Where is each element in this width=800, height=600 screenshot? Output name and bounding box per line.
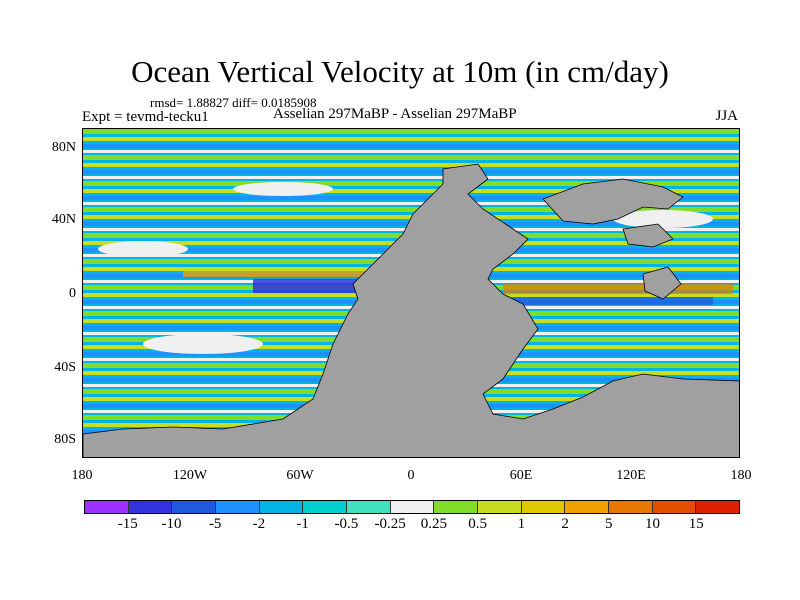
equatorial-upwelling-band xyxy=(183,271,383,277)
eastern-upwelling-band xyxy=(503,284,733,294)
colorbar-label: -5 xyxy=(208,516,222,532)
pangaea-landmass xyxy=(83,163,739,457)
x-tick-label: 180 xyxy=(730,468,752,483)
colorbar-label: -0.5 xyxy=(334,516,359,532)
colorbar-label: 0.25 xyxy=(420,516,447,532)
x-tick-label: 60E xyxy=(509,468,533,483)
colorbar-swatch xyxy=(565,501,610,513)
colorbar-label: 5 xyxy=(605,516,613,532)
rmsd-diff-stats: rmsd= 1.88827 diff= 0.0185908 xyxy=(150,95,317,110)
y-tick-label: 40N xyxy=(51,212,76,227)
colorbar-label: -10 xyxy=(161,516,182,532)
y-tick-label: 40S xyxy=(54,360,76,375)
colorbar-swatch xyxy=(85,501,129,513)
colorbar-swatch xyxy=(347,501,391,513)
x-tick-label: 60W xyxy=(286,468,314,483)
neutral-patch xyxy=(613,210,713,228)
eastern-island xyxy=(622,223,674,248)
eastern-downwelling-band xyxy=(513,297,713,305)
colorbar-swatch xyxy=(652,501,697,513)
colorbar xyxy=(84,500,740,514)
colorbar-label: -1 xyxy=(296,516,309,532)
colorbar-label: 2 xyxy=(561,516,569,532)
colorbar-label: -2 xyxy=(252,516,266,532)
x-tick-label: 120E xyxy=(616,468,646,483)
colorbar-swatch xyxy=(259,501,304,513)
map-canvas xyxy=(83,129,739,457)
northeast-landmass xyxy=(542,178,684,225)
neutral-patch xyxy=(143,334,263,354)
colorbar-swatch xyxy=(434,501,479,513)
colorbar-swatch xyxy=(521,501,566,513)
y-tick-label: 80S xyxy=(54,432,76,447)
season-label: JJA xyxy=(715,108,738,124)
colorbar-label: -15 xyxy=(117,516,138,532)
x-tick-label: 120W xyxy=(172,468,208,483)
experiment-label: Expt = tevmd-tecku1 xyxy=(82,109,209,125)
colorbar-swatch xyxy=(128,501,173,513)
colorbar-label: -0.25 xyxy=(374,516,406,532)
map-panel xyxy=(82,128,740,458)
colorbar-swatch xyxy=(390,501,435,513)
colorbar-swatch xyxy=(696,501,740,513)
colorbar-label: 1 xyxy=(517,516,526,532)
colorbar-label: 15 xyxy=(688,516,704,532)
colorbar-swatch xyxy=(172,501,217,513)
x-tick-label: 180 xyxy=(71,468,93,483)
x-tick-label: 0 xyxy=(407,468,415,483)
colorbar-label: 10 xyxy=(645,516,661,532)
plot-title: Ocean Vertical Velocity at 10m (in cm/da… xyxy=(131,54,669,89)
neutral-patch xyxy=(98,241,188,257)
colorbar-swatch xyxy=(303,501,348,513)
period-title: Asselian 297MaBP - Asselian 297MaBP xyxy=(273,106,517,122)
equatorial-downwelling-band xyxy=(253,279,373,293)
y-tick-label: 80N xyxy=(51,140,76,155)
colorbar-label: 0.5 xyxy=(468,516,487,532)
eastern-island xyxy=(642,266,682,300)
y-tick-label: 0 xyxy=(69,286,76,301)
colorbar-swatch xyxy=(609,501,653,513)
neutral-patch xyxy=(233,182,333,196)
colorbar-swatch xyxy=(478,501,522,513)
colorbar-swatch xyxy=(216,501,260,513)
